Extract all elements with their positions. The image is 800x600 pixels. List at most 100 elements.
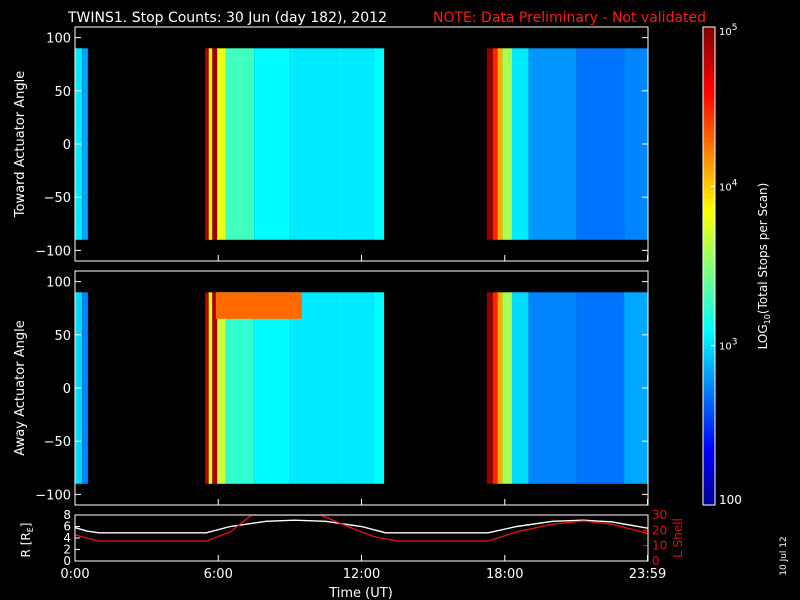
colorbar-segment-100: [703, 425, 715, 430]
colorbar-segment-80: [703, 345, 715, 351]
colorbar-segment-95: [703, 405, 715, 410]
colorbar-segment-11: [703, 70, 715, 76]
panel-toward-frame: [74, 26, 649, 262]
colorbar-segment-102: [703, 433, 715, 438]
colorbar-segment-90: [703, 385, 715, 391]
heatmap-cell-p2-s0-c2: [86, 292, 89, 484]
panel-away-ticks: 100 50 0 −50 −100: [35, 276, 649, 505]
time-tick-label-2: 12:00: [343, 567, 380, 582]
heatmap-cell-p1-s2-c4: [511, 48, 529, 240]
panel-toward: 100 50 0 −50 −100 Toward Actuator Angle: [13, 26, 649, 262]
panel-toward-cells: [75, 48, 648, 240]
panel-toward-ylabel: Toward Actuator Angle: [13, 71, 28, 218]
colorbar-segment-81: [703, 349, 715, 355]
heatmap-cell-p1-s2-c3: [502, 48, 512, 240]
orbit-right-tick-label-3: 0: [652, 554, 660, 568]
heatmap-cell-p2-s2-c6: [576, 292, 625, 484]
colorbar-segment-17: [703, 94, 715, 100]
time-tick-label-3: 18:00: [486, 567, 523, 582]
time-tick-label-4: 23:59: [629, 567, 666, 582]
orbit-left-tick-label-0: 8: [63, 508, 71, 522]
colorbar-segment-51: [703, 230, 715, 235]
colorbar-segment-60: [703, 266, 715, 271]
colorbar-segment-91: [703, 389, 715, 395]
colorbar-segment-109: [703, 461, 715, 466]
colorbar-segment-92: [703, 393, 715, 399]
colorbar-segment-105: [703, 445, 715, 450]
panel-away-cells: [75, 292, 648, 484]
y-tick-label-p2-0: 100: [46, 276, 71, 291]
r-label-close: ]: [19, 523, 33, 528]
colorbar-segment-94: [703, 401, 715, 407]
heatmap-cell-p2-s2-c2: [497, 292, 503, 484]
r-label-text: R [R: [19, 532, 33, 557]
colorbar-segment-30: [703, 146, 715, 152]
colorbar-tick-label-0: 105: [719, 23, 737, 38]
colorbar-segment-64: [703, 281, 715, 287]
heatmap-cell-p1-s2-c2: [497, 48, 503, 240]
y-tick-label-p2-4: −100: [35, 488, 71, 503]
r-distance-line: [75, 519, 648, 534]
colorbar-segment-63: [703, 277, 715, 283]
colorbar-segment-82: [703, 353, 715, 359]
colorbar-segment-67: [703, 293, 715, 299]
colorbar-segment-36: [703, 170, 715, 175]
heatmap-cell-p1-s1-c1: [208, 48, 213, 240]
y-tick-label-p1-1: 50: [54, 85, 71, 100]
orbit-left-tick-label-2: 4: [63, 531, 71, 545]
y-tick-label-p1-2: 0: [63, 138, 71, 153]
colorbar-segment-27: [703, 134, 715, 140]
heatmap-cell-p2-s1-c7: [337, 292, 374, 484]
heatmap-cell-p2-s1-c5: [254, 292, 290, 484]
colorbar-segment-59: [703, 262, 715, 267]
colorbar-segment-46: [703, 210, 715, 215]
colorbar-segment-115: [703, 485, 715, 490]
colorbar-segment-9: [703, 62, 715, 68]
colorbar-segment-86: [703, 369, 715, 375]
y-tick-label-p1-4: −100: [35, 244, 71, 259]
l-shell-line: [75, 515, 648, 542]
orbit-right-tick-label-2: 10: [652, 539, 667, 553]
colorbar-segment-49: [703, 222, 715, 227]
panel-toward-ticks: 100 50 0 −50 −100: [35, 32, 649, 261]
heatmap-cell-p2-s1-c1: [208, 292, 213, 484]
colorbar-tick-base-0: 10: [719, 27, 732, 38]
colorbar-segment-34: [703, 162, 715, 168]
y-tick-label-p1-0: 100: [46, 32, 71, 47]
y-tick-label-p1-3: −50: [44, 191, 71, 206]
colorbar-segment-108: [703, 457, 715, 462]
colorbar-segment-84: [703, 361, 715, 367]
colorbar-segment-106: [703, 449, 715, 454]
colorbar-segment-68: [703, 297, 715, 303]
colorbar-segment-37: [703, 174, 715, 179]
orbit-left-tick-label-1: 6: [63, 520, 71, 534]
colorbar-segment-71: [703, 309, 715, 315]
colorbar-segment-23: [703, 118, 715, 124]
colorbar-segment-33: [703, 158, 715, 164]
colorbar-segment-117: [703, 493, 715, 498]
heatmap-cell-p2-s2-c5: [528, 292, 577, 484]
colorbar-segment-77: [703, 333, 715, 339]
colorbar-tick-exp-2: 3: [732, 338, 738, 348]
colorbar-segment-38: [703, 178, 715, 183]
heatmap-cell-p2-s2-c7: [624, 292, 648, 484]
colorbar-label-sub: 10: [763, 314, 772, 324]
colorbar-segment-99: [703, 421, 715, 426]
heatmap-cell-p2-s2-c3: [502, 292, 512, 484]
colorbar-segment-101: [703, 429, 715, 434]
colorbar-segment-54: [703, 242, 715, 247]
colorbar-segment-40: [703, 186, 715, 191]
colorbar-segment-73: [703, 317, 715, 323]
colorbar-segment-96: [703, 409, 715, 414]
heatmap-cell-p1-s2-c6: [576, 48, 625, 240]
heatmap-high-band-p2: [215, 292, 302, 319]
orbit-lines: [75, 515, 648, 542]
colorbar-segment-110: [703, 465, 715, 470]
colorbar-segment-10: [703, 66, 715, 72]
panel-away-frame: [74, 270, 649, 506]
colorbar-label-suffix: (Total Stops per Scan): [756, 183, 770, 314]
heatmap-cell-p1-s2-c7: [624, 48, 648, 240]
